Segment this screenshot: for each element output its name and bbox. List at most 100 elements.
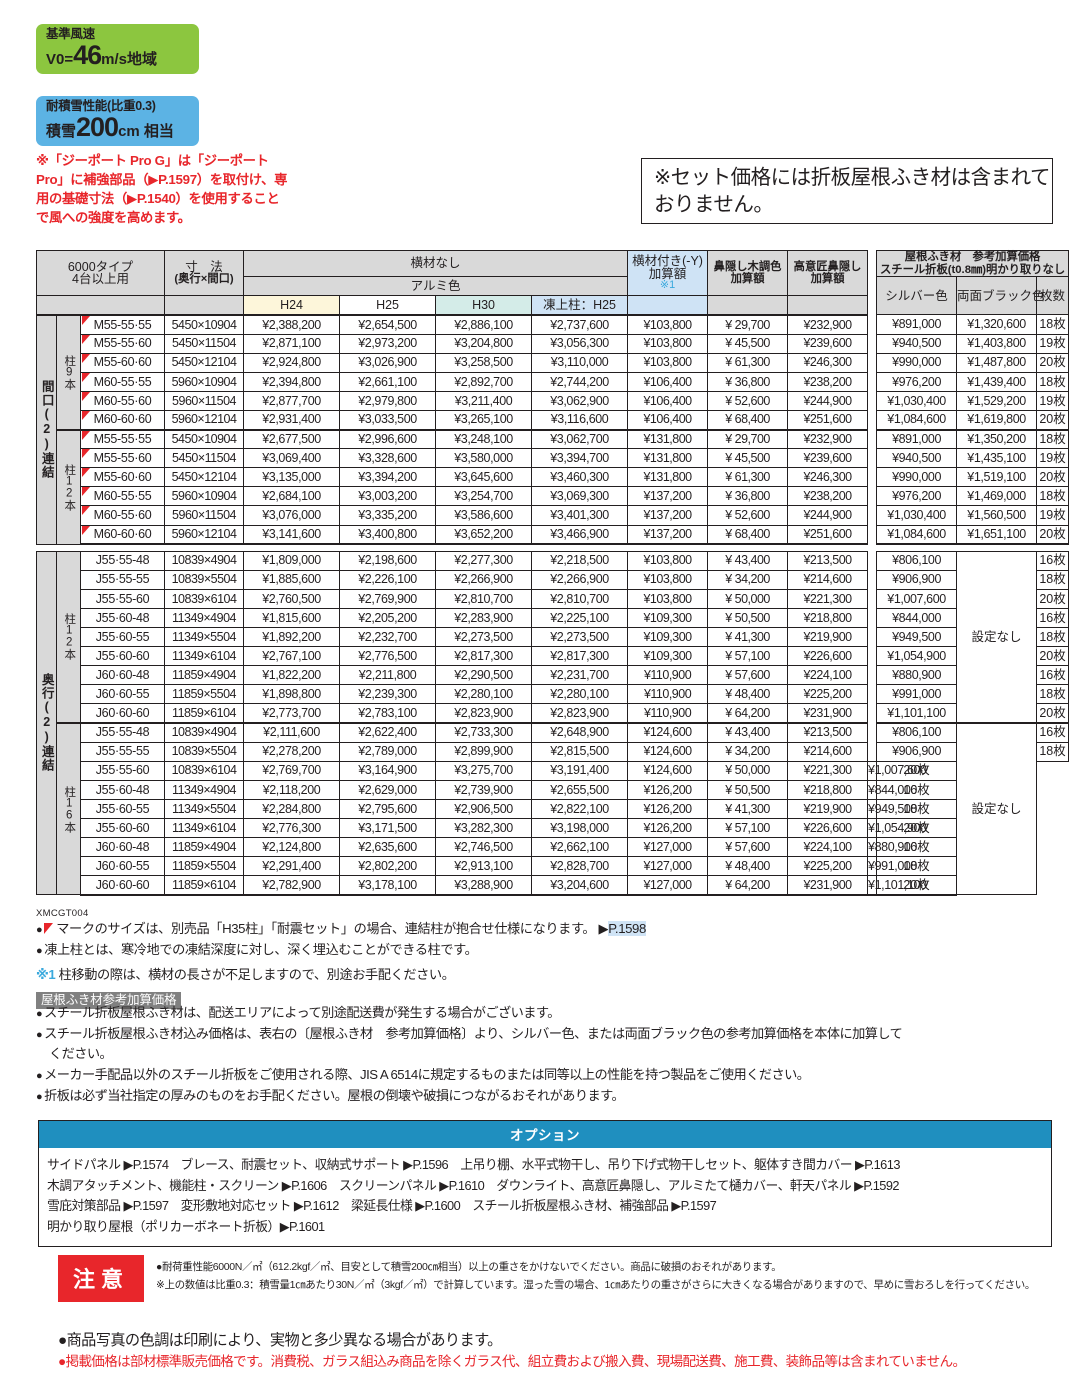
price-frost-post: ¥2,810,700 <box>531 588 629 609</box>
price-h30: ¥2,823,900 <box>435 703 533 724</box>
row-product-code: M60-60·60 <box>79 409 166 431</box>
row-product-code: M60-55·60 <box>79 505 166 526</box>
option-line-1[interactable]: サイドパネル ▶P.1574 ブレース、耐震セット、収納式サポート ▶P.159… <box>47 1157 900 1172</box>
price-hanakakushi: ¥ 61,300 <box>707 352 789 373</box>
header-alumi: アルミ色 <box>243 276 629 297</box>
price-hanakakushi: ¥ 57,600 <box>707 836 789 858</box>
row-product-code: J55·55-60 <box>79 588 166 609</box>
row-dimensions: 11349×6104 <box>164 817 245 839</box>
price-h24: ¥2,394,800 <box>243 371 341 392</box>
price-with-rail: ¥110,900 <box>627 665 709 686</box>
spacer-cell <box>57 544 81 551</box>
header-type-line1: 6000タイプ <box>67 259 134 274</box>
price-silver: ¥990,000 <box>876 467 958 488</box>
roof-note-2: スチール折板屋根ふき材込み価格は、表右の〔屋根ふき材 参考加算価格〕より、シルバ… <box>36 1025 1056 1043</box>
price-h24: ¥2,684,100 <box>243 486 341 507</box>
header-with-rail-l1: 横材付き(-Y) <box>632 254 703 269</box>
price-silver: ¥906,900 <box>876 569 958 590</box>
price-silver: ¥1,030,400 <box>876 390 958 411</box>
option-line-4[interactable]: 明かり取り屋根（ポリカーボネート折板）▶P.1601 <box>47 1219 325 1235</box>
row-subgroup-label: 柱9本 <box>56 314 81 431</box>
row-sheet-count: 18枚 <box>1036 314 1070 335</box>
price-h24: ¥2,278,200 <box>243 741 341 762</box>
price-h25: ¥3,400,800 <box>339 524 437 546</box>
row-dimensions: 11349×4904 <box>164 779 245 800</box>
option-line-3[interactable]: 雪庇対策部品 ▶P.1597 変形敷地対応セット ▶P.1612 梁延長仕様 ▶… <box>47 1198 717 1214</box>
row-sheet-count: 18枚 <box>1036 684 1070 705</box>
price-with-rail: ¥126,200 <box>627 798 709 819</box>
table-row: J55·55-55 10839×5504 ¥2,278,200 ¥2,789,000 ¥… <box>37 741 1070 762</box>
price-h24: ¥2,124,800 <box>243 836 341 858</box>
table-row: M55-60·60 5450×12104 ¥2,924,800 ¥3,026,900 ¥… <box>37 352 1070 373</box>
row-product-code: J55·60-60 <box>79 817 166 839</box>
price-h24: ¥2,924,800 <box>243 352 341 373</box>
header-black: 両面ブラック色 <box>956 276 1045 316</box>
table-row: J60·60-60 11859×6104 ¥2,773,700 ¥2,783,100 ¥… <box>37 703 1070 724</box>
price-black: ¥1,350,200 <box>956 428 1038 450</box>
price-h30: ¥3,265,100 <box>435 409 533 431</box>
price-h30: ¥2,739,900 <box>435 779 533 800</box>
price-frost-post: ¥2,648,900 <box>531 721 629 743</box>
price-frost-post: ¥3,191,400 <box>531 760 629 781</box>
row-sheet-count: 19枚 <box>1036 390 1070 411</box>
row-product-code: M55-55·55 <box>79 314 166 335</box>
price-h25: ¥2,654,500 <box>339 314 437 335</box>
price-kouisho: ¥251,600 <box>787 409 869 431</box>
table-row: J55·60-60 11349×6104 ¥2,767,100 ¥2,776,500 ¥… <box>37 646 1070 667</box>
row-sheet-count: 20枚 <box>1036 409 1070 431</box>
price-silver: ¥990,000 <box>876 352 958 373</box>
price-h24: ¥1,898,800 <box>243 684 341 705</box>
price-black: ¥1,435,100 <box>956 448 1038 469</box>
header-with-rail-l2: 加算額 <box>648 266 687 281</box>
price-hanakakushi: ¥ 43,400 <box>707 550 789 571</box>
price-h30: ¥2,746,500 <box>435 836 533 858</box>
price-h25: ¥2,776,500 <box>339 646 437 667</box>
price-black: ¥1,487,800 <box>956 352 1038 373</box>
price-h30: ¥2,733,300 <box>435 721 533 743</box>
price-h24: ¥2,782,900 <box>243 875 341 896</box>
table-row: J55·60-55 11349×5504 ¥1,892,200 ¥2,232,700 ¥… <box>37 626 1070 648</box>
table-row: M55-60·60 5450×12104 ¥3,135,000 ¥3,394,200 ¥… <box>37 467 1070 488</box>
header-hana-l2: 加算額 <box>730 273 765 286</box>
row-sheet-count: 19枚 <box>1036 333 1070 354</box>
footnote-page-ref[interactable]: P.1598 <box>608 921 646 936</box>
footer-note-1: ●商品写真の色調は印刷により、実物と多少異なる場合があります。 <box>58 1332 502 1349</box>
table-footnotes: マークのサイズは、別売品「H35柱」「耐震セット」の場合、連結柱が抱合せ仕様にな… <box>36 921 1054 1016</box>
price-with-rail: ¥103,800 <box>627 333 709 354</box>
row-sheet-count: 20枚 <box>1036 646 1070 667</box>
row-product-code: M60-55·55 <box>79 486 166 507</box>
price-h25: ¥2,789,000 <box>339 741 437 762</box>
price-h25: ¥3,033,500 <box>339 409 437 431</box>
option-line-2[interactable]: 木調アタッチメント、機能柱・スクリーン ▶P.1606 スクリーンパネル ▶P.… <box>47 1177 900 1193</box>
caution-line-2: ※上の数値は比重0.3：積雪量1㎝あたり30N／㎡（3kgf／㎡）で計算していま… <box>156 1279 1036 1292</box>
price-with-rail: ¥137,200 <box>627 505 709 526</box>
price-frost-post: ¥2,655,500 <box>531 779 629 800</box>
row-product-code: M55-55·60 <box>79 333 166 354</box>
roof-note-1: スチール折板屋根ふき材は、配送エリアによって別途配送費が発生する場合がございます… <box>36 1004 1056 1022</box>
row-product-code: M60-55·55 <box>79 371 166 392</box>
price-with-rail: ¥106,400 <box>627 390 709 411</box>
row-dimensions: 11349×4904 <box>164 607 245 628</box>
snow-badge-unit: cm 相当 <box>118 123 174 141</box>
row-product-code: J60·60-60 <box>79 875 166 896</box>
header-type-cell: 6000タイプ 4台以上用 <box>35 249 166 297</box>
row-sheet-count: 20枚 <box>876 760 958 781</box>
price-frost-post: ¥2,822,100 <box>531 798 629 819</box>
price-silver: ¥940,500 <box>876 448 958 469</box>
price-hanakakushi: ¥ 34,200 <box>707 741 789 762</box>
price-hanakakushi: ¥ 36,800 <box>707 371 789 392</box>
price-h24: ¥2,931,400 <box>243 409 341 431</box>
price-h30: ¥3,248,100 <box>435 428 533 450</box>
table-row: J55·55-55 10839×5504 ¥1,885,600 ¥2,226,100 ¥… <box>37 569 1070 590</box>
row-group-label: 奥行(2)連結 <box>36 550 57 896</box>
price-silver: ¥844,000 <box>867 779 917 800</box>
roof-note-3: メーカー手配品以外のスチール折板をご使用される際、JIS A 6514に規定する… <box>36 1066 1056 1084</box>
price-h30: ¥2,273,500 <box>435 626 533 648</box>
table-row: 間口(2)連結 柱9本 M55-55·55 5450×10904 ¥2,388,200 ¥… <box>36 314 1070 762</box>
price-frost-post: ¥2,823,900 <box>531 703 629 724</box>
price-h24: ¥2,291,400 <box>243 856 341 877</box>
spacer-cell <box>1037 544 1069 551</box>
price-h30: ¥2,899,900 <box>435 741 533 762</box>
price-h25: ¥3,394,200 <box>339 467 437 488</box>
row-product-code: J60·60-60 <box>79 703 166 724</box>
